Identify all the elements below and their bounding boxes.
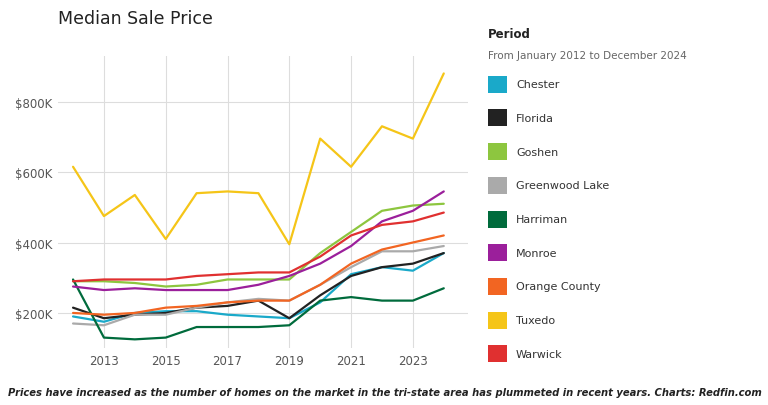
Text: From January 2012 to December 2024: From January 2012 to December 2024 [488, 51, 687, 61]
Text: Median Sale Price: Median Sale Price [58, 10, 213, 28]
Text: Chester: Chester [516, 80, 559, 90]
Text: Goshen: Goshen [516, 147, 558, 157]
Text: Prices have increased as the number of homes on the market in the tri-state area: Prices have increased as the number of h… [8, 387, 761, 397]
Text: Orange County: Orange County [516, 282, 601, 292]
Text: Greenwood Lake: Greenwood Lake [516, 181, 609, 191]
Text: Period: Period [488, 28, 531, 41]
Text: Florida: Florida [516, 114, 554, 124]
Text: Warwick: Warwick [516, 349, 563, 359]
Text: Monroe: Monroe [516, 248, 558, 258]
Text: Harriman: Harriman [516, 215, 568, 224]
Text: Tuxedo: Tuxedo [516, 315, 555, 325]
